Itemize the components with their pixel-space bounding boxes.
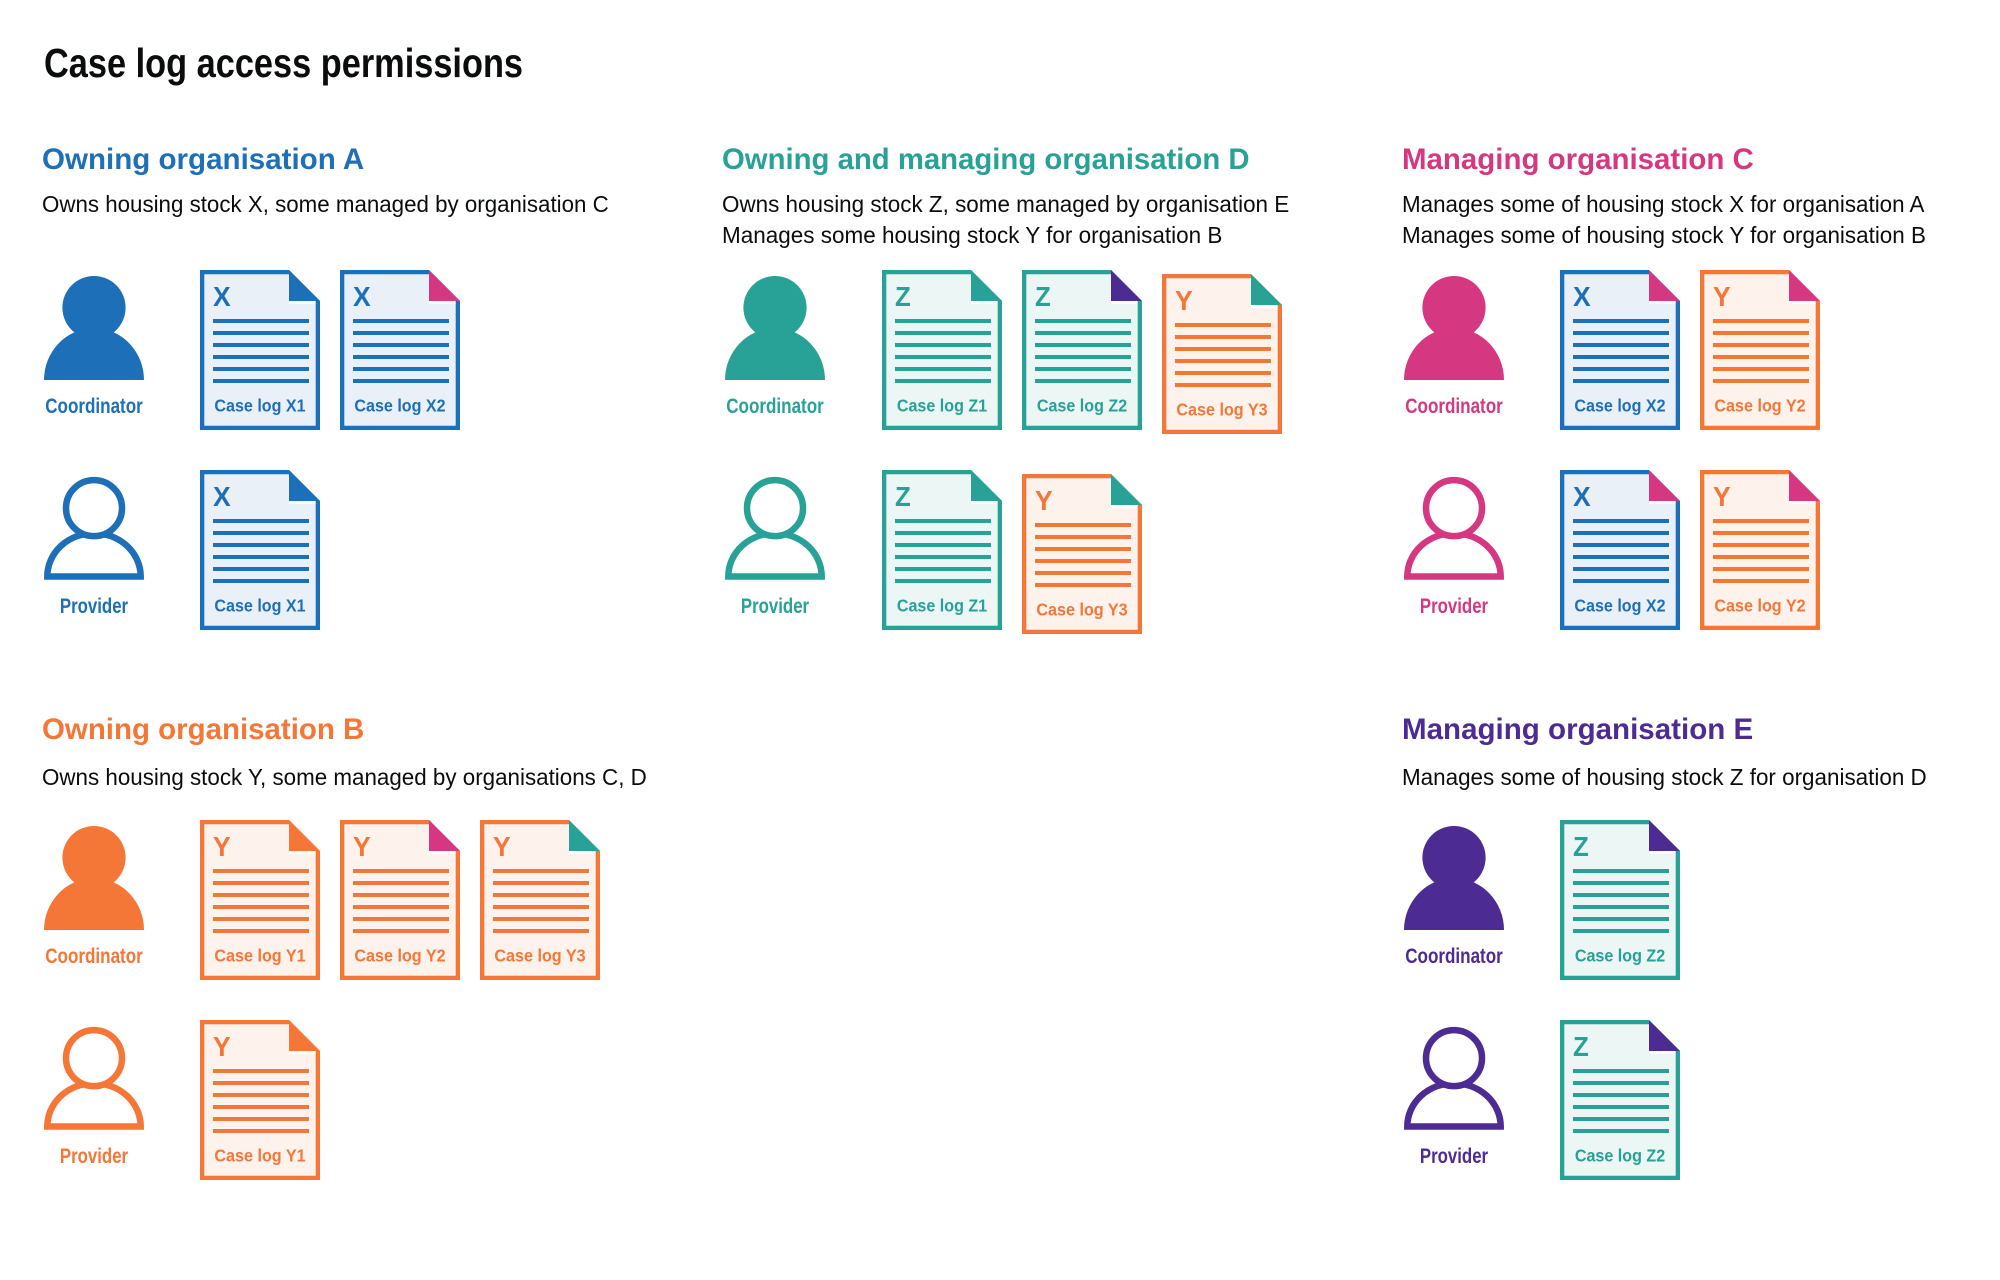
svg-text:Case log Z1: Case log Z1	[897, 395, 988, 415]
svg-text:Y: Y	[353, 831, 371, 862]
svg-text:Case log Y1: Case log Y1	[214, 1145, 305, 1165]
svg-text:Case log Y2: Case log Y2	[354, 945, 445, 965]
svg-text:X: X	[1573, 481, 1591, 512]
svg-text:Case log Y3: Case log Y3	[1176, 399, 1267, 419]
svg-text:Z: Z	[895, 481, 911, 512]
svg-text:Y: Y	[1713, 481, 1731, 512]
svg-text:X: X	[353, 281, 371, 312]
svg-text:Case log X1: Case log X1	[214, 595, 305, 615]
svg-text:Case log Z2: Case log Z2	[1575, 945, 1666, 965]
svg-text:Z: Z	[1573, 1031, 1589, 1062]
svg-text:Case log X2: Case log X2	[354, 395, 445, 415]
svg-text:Case log Z2: Case log Z2	[1037, 395, 1128, 415]
svg-text:Case log X1: Case log X1	[214, 395, 305, 415]
svg-text:Case log Y3: Case log Y3	[1036, 599, 1127, 619]
svg-text:Case log Z1: Case log Z1	[897, 595, 988, 615]
svg-text:Case log Y2: Case log Y2	[1714, 595, 1805, 615]
svg-text:X: X	[1573, 281, 1591, 312]
svg-text:Y: Y	[493, 831, 511, 862]
svg-text:Case log Z2: Case log Z2	[1575, 1145, 1666, 1165]
svg-text:Y: Y	[1713, 281, 1731, 312]
svg-text:Case log X2: Case log X2	[1574, 595, 1665, 615]
svg-text:Case log Y3: Case log Y3	[494, 945, 585, 965]
svg-text:Case log X2: Case log X2	[1574, 395, 1665, 415]
svg-text:Z: Z	[1035, 281, 1051, 312]
svg-text:Y: Y	[213, 1031, 231, 1062]
svg-text:Y: Y	[1175, 285, 1193, 316]
svg-text:Case log Y2: Case log Y2	[1714, 395, 1805, 415]
svg-text:Case log Y1: Case log Y1	[214, 945, 305, 965]
svg-text:Z: Z	[895, 281, 911, 312]
svg-text:Y: Y	[213, 831, 231, 862]
svg-text:Z: Z	[1573, 831, 1589, 862]
svg-text:Y: Y	[1035, 485, 1053, 516]
svg-text:X: X	[213, 481, 231, 512]
svg-text:X: X	[213, 281, 231, 312]
